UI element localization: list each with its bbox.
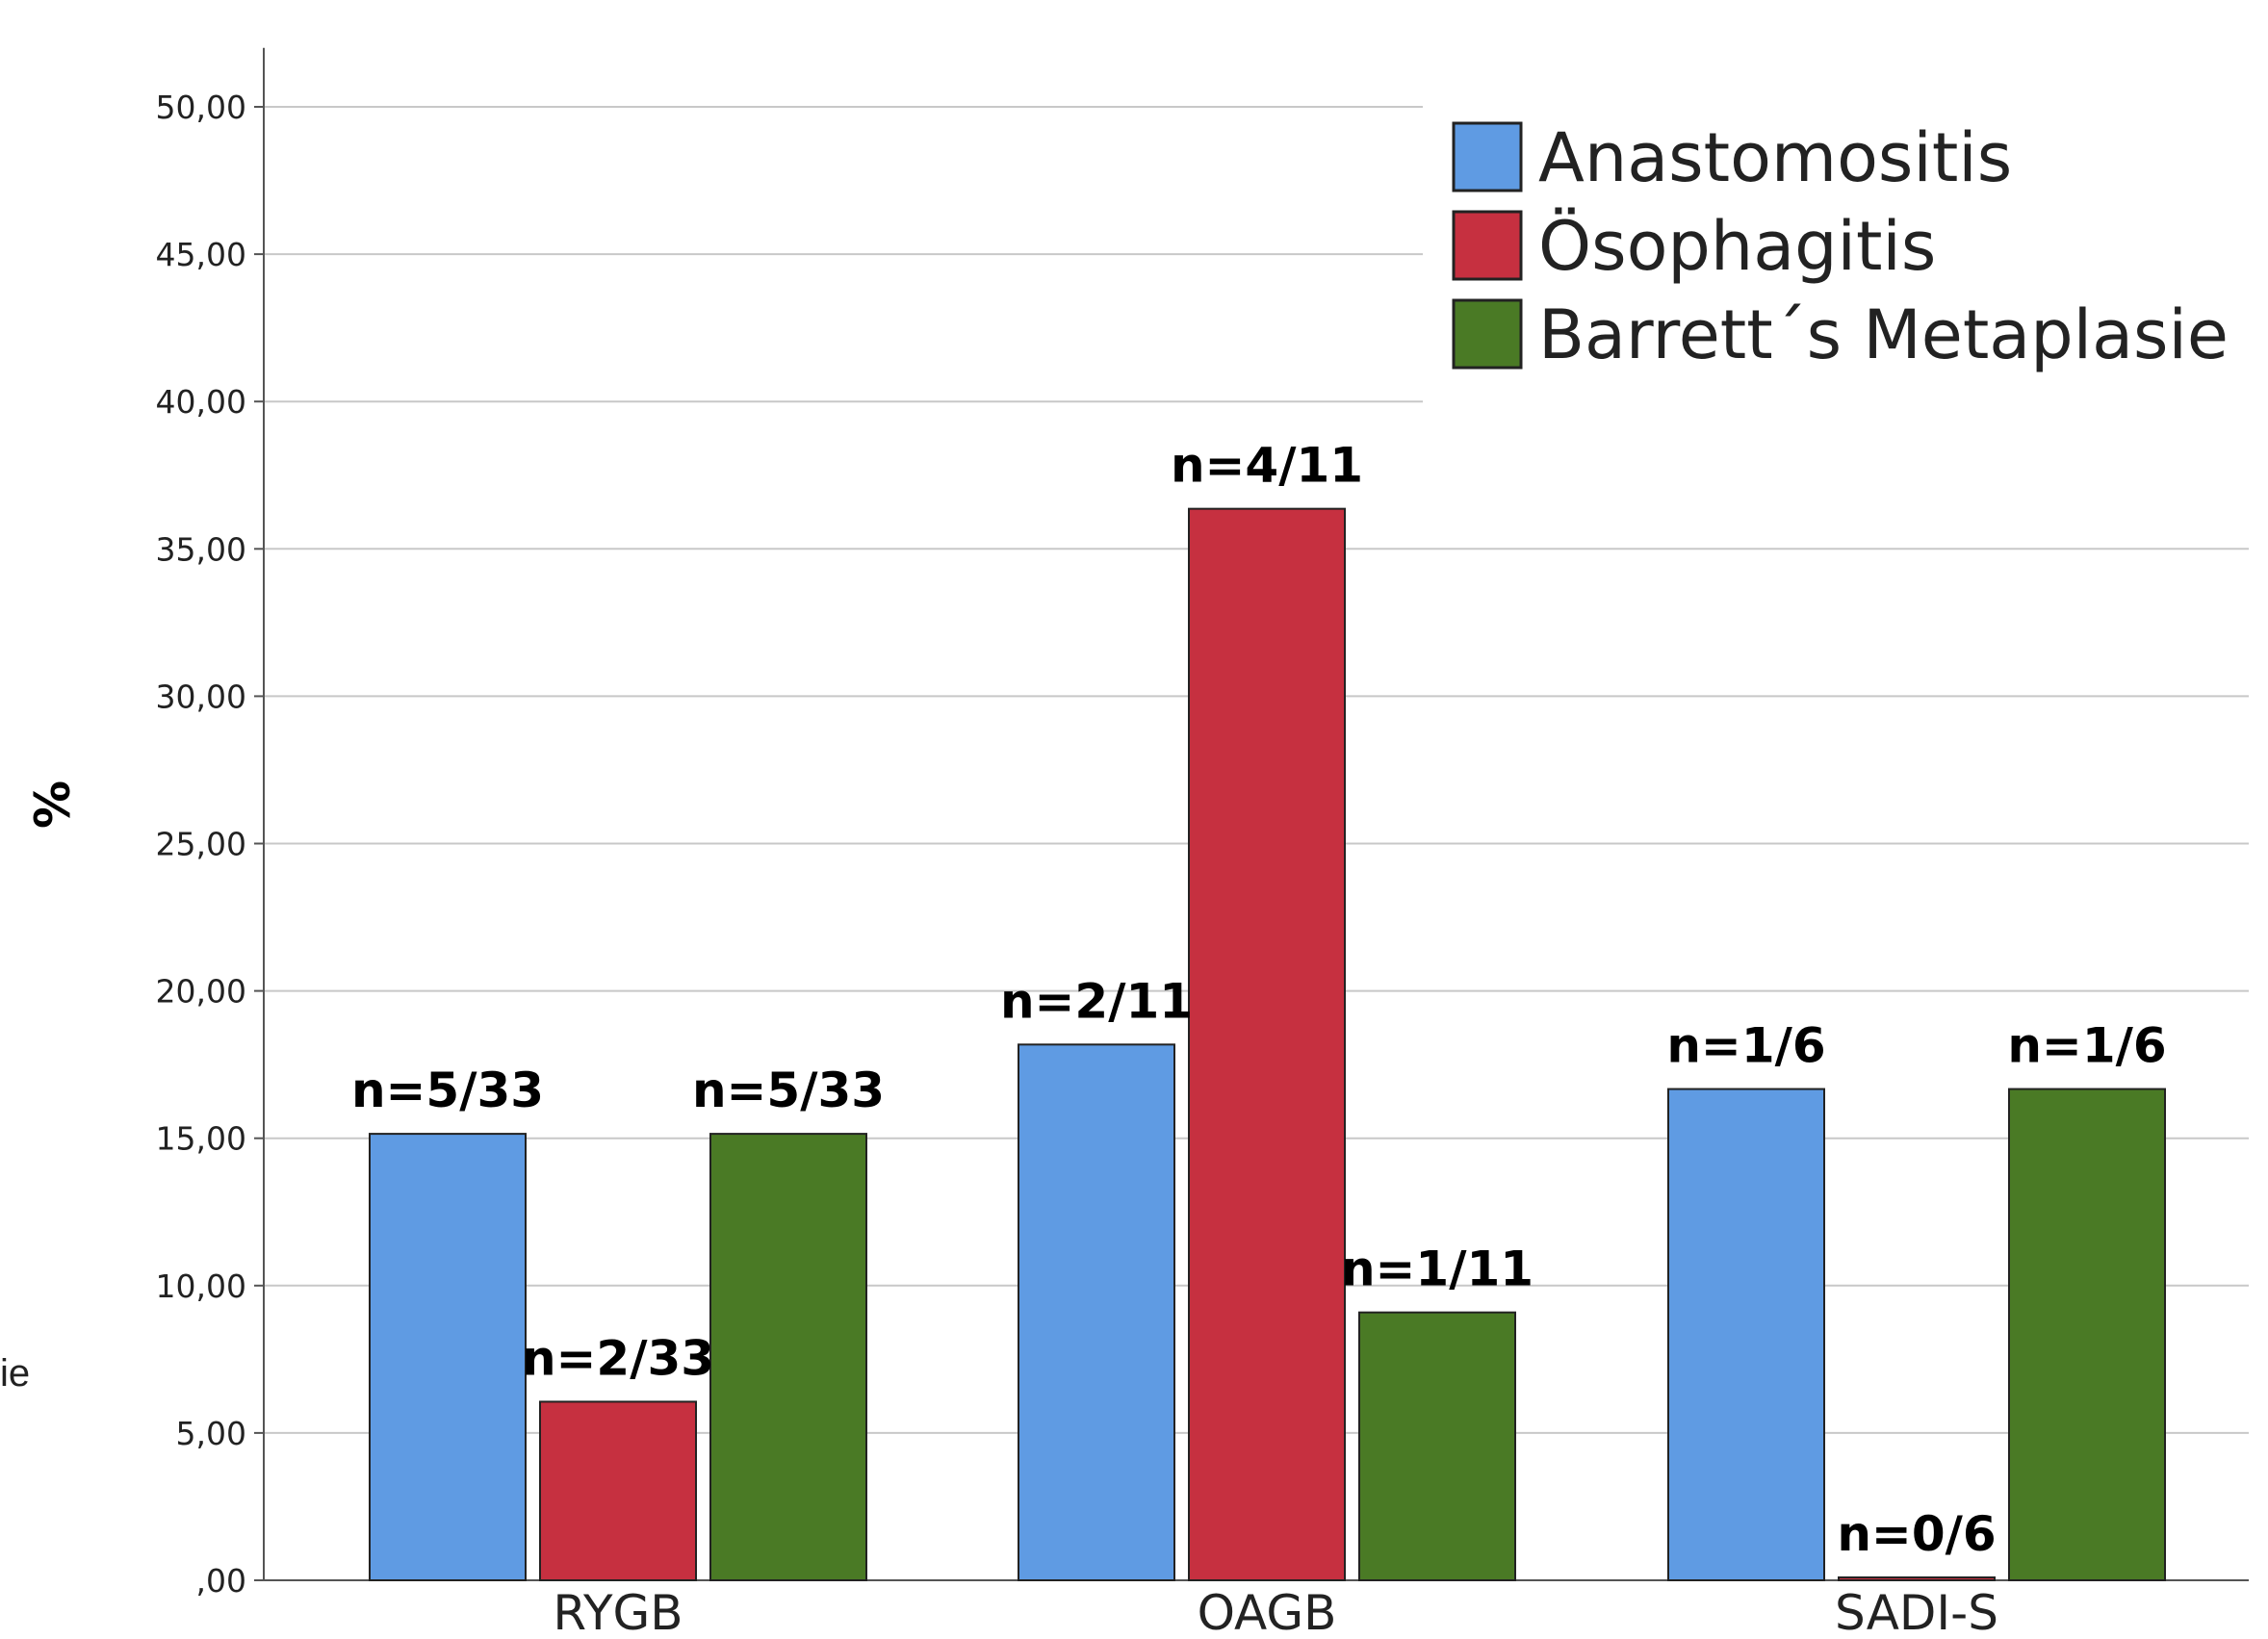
x-axis-category-labels: RYGB OAGB SADI-S — [553, 1585, 1998, 1639]
legend-background — [1423, 101, 2268, 409]
data-label: n=0/6 — [1837, 1506, 1996, 1562]
y-axis-label: % — [25, 781, 81, 829]
y-tick-label: 5,00 — [176, 1415, 246, 1452]
y-tick-label: 40,00 — [156, 383, 246, 421]
bar-anastomositis-oagb — [1018, 1043, 1175, 1581]
data-label: n=5/33 — [351, 1063, 544, 1118]
data-label: n=2/11 — [1000, 973, 1193, 1029]
x-category-label: RYGB — [553, 1585, 683, 1639]
legend-entry: Anastomositis — [1538, 118, 2012, 197]
legend-entry: Barrett´s Metaplasie — [1538, 295, 2229, 374]
y-tick-label: 50,00 — [156, 89, 246, 126]
legend-swatch — [1452, 121, 1523, 192]
legend-swatch — [1452, 298, 1523, 370]
y-tick-label: 15,00 — [156, 1120, 246, 1158]
y-tick-label: 20,00 — [156, 973, 246, 1011]
y-tick-label: 45,00 — [156, 236, 246, 273]
bars — [369, 507, 2166, 1582]
x-category-label: SADI-S — [1835, 1585, 1998, 1639]
bar-barrett-s-metaplasie-oagb — [1358, 1311, 1516, 1581]
bar-sophagitis-oagb — [1188, 507, 1346, 1581]
data-label: n=4/11 — [1171, 438, 1363, 494]
data-label: n=2/33 — [522, 1330, 714, 1386]
y-tick-label: 35,00 — [156, 530, 246, 568]
data-label: n=1/6 — [2007, 1018, 2166, 1074]
y-axis-ticks: ,00 5,00 10,00 15,00 20,00 25,00 30,00 35,00 40,… — [156, 89, 264, 1600]
data-label: n=5/33 — [692, 1063, 885, 1118]
bar-sophagitis-rygb — [539, 1400, 697, 1581]
side-text: ie — [0, 1352, 30, 1395]
data-label: n=1/6 — [1666, 1018, 1825, 1074]
x-category-label: OAGB — [1198, 1585, 1337, 1639]
y-tick-label: 30,00 — [156, 678, 246, 715]
legend: Anastomositis Ösophagitis Barrett´s Metapl… — [1423, 101, 2268, 409]
legend-swatch — [1452, 210, 1523, 281]
legend-entry: Ösophagitis — [1538, 207, 1936, 286]
y-tick-label: ,00 — [196, 1562, 246, 1600]
y-tick-label: 25,00 — [156, 826, 246, 863]
bar-barrett-s-metaplasie-sadi-s — [2008, 1088, 2166, 1581]
bar-anastomositis-rygb — [369, 1133, 527, 1582]
data-label: n=1/11 — [1341, 1242, 1533, 1297]
bar-sophagitis-sadi-s — [1838, 1576, 1996, 1581]
data-labels: n=5/33 n=2/33 n=5/33 n=2/11 n=4/11 n=1/11 n=1/… — [351, 438, 2167, 1562]
y-tick-label: 10,00 — [156, 1268, 246, 1305]
bar-barrett-s-metaplasie-rygb — [709, 1133, 867, 1582]
bar-anastomositis-sadi-s — [1667, 1088, 1825, 1581]
